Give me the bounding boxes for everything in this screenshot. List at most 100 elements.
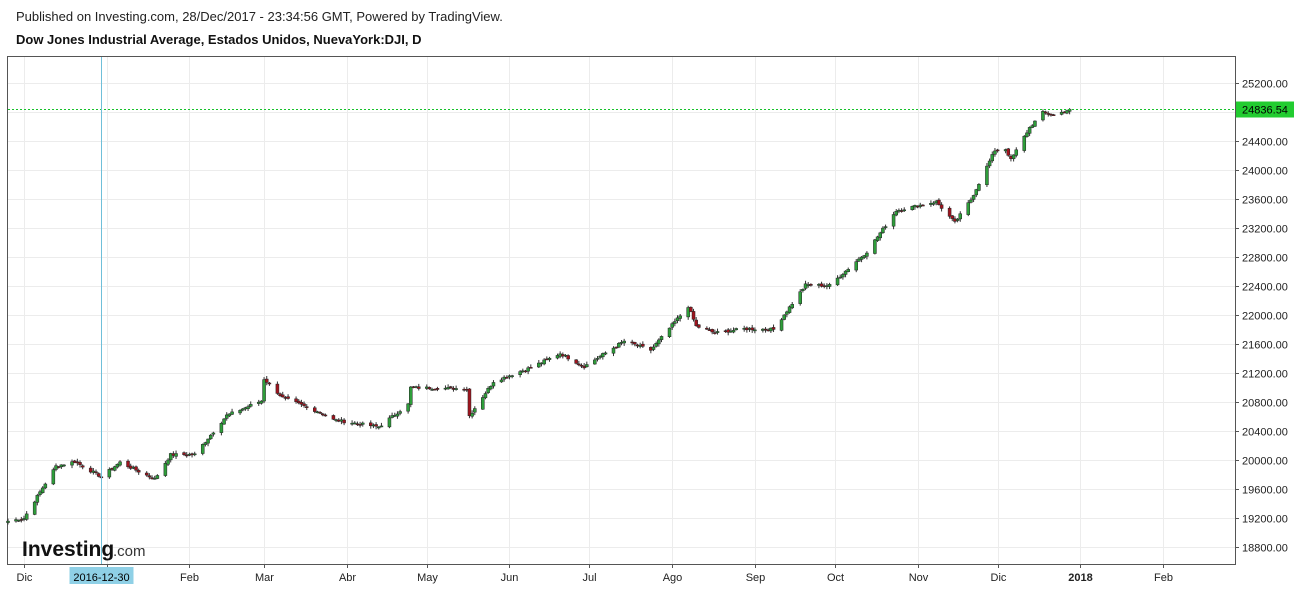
candle-up xyxy=(971,195,976,200)
candle-up xyxy=(1014,149,1019,156)
candle-up xyxy=(238,410,242,414)
candle-up xyxy=(395,413,400,417)
cursor-date-tag xyxy=(69,567,134,584)
candle-up xyxy=(537,362,541,368)
y-axis: 18800.00 19200.00 19600.00 20000.00 20400.00… xyxy=(1235,79,1288,555)
x-tick-label: 2018 xyxy=(1068,572,1092,584)
candle-up xyxy=(470,412,474,417)
candle-up xyxy=(224,414,229,419)
candle-up xyxy=(969,199,973,203)
candle-up xyxy=(115,463,120,468)
candle-down xyxy=(88,467,93,473)
candle-down xyxy=(710,329,714,333)
candle-down xyxy=(19,519,24,521)
last-price-tag xyxy=(1236,101,1294,118)
y-tick-label: 20400.00 xyxy=(1242,427,1288,439)
candle-down xyxy=(280,394,285,398)
candle-down xyxy=(78,462,82,465)
candle-down xyxy=(1043,111,1048,114)
y-tick-label: 21600.00 xyxy=(1242,340,1288,352)
candle-down xyxy=(705,327,709,330)
candle-down xyxy=(995,149,1000,152)
candle-up xyxy=(678,315,682,319)
candle-up xyxy=(208,434,213,440)
candle-up xyxy=(873,239,877,254)
candle-up xyxy=(878,232,882,239)
candle-up xyxy=(555,355,560,359)
candle-down xyxy=(771,327,776,330)
candle-up xyxy=(70,461,74,466)
candle-up xyxy=(62,464,66,467)
candle-down xyxy=(566,355,570,360)
candle-up xyxy=(406,403,410,412)
candle-up xyxy=(222,418,226,425)
y-tick-label: 22800.00 xyxy=(1242,253,1288,265)
candle-up xyxy=(174,453,178,457)
candle-up xyxy=(192,453,197,456)
candle-up xyxy=(262,379,266,402)
candle-up xyxy=(168,453,173,461)
candle-down xyxy=(286,396,290,399)
candle-up xyxy=(379,425,384,428)
candle-down xyxy=(144,472,149,476)
y-tick-label: 23200.00 xyxy=(1242,224,1288,236)
x-tick-label: Feb xyxy=(180,572,199,584)
grid-lines xyxy=(8,57,1235,564)
candle-up xyxy=(206,438,210,444)
candle-down xyxy=(264,378,269,383)
candle-up xyxy=(841,274,845,278)
candle-up xyxy=(246,406,250,409)
candle-down xyxy=(713,332,717,334)
candle-down xyxy=(321,413,325,416)
candle-up xyxy=(1027,127,1032,134)
candle-down xyxy=(939,204,944,209)
candle-up xyxy=(659,336,664,340)
candle-up xyxy=(1025,132,1029,137)
x-tick-label: Dic xyxy=(991,572,1007,584)
candle-up xyxy=(803,283,808,289)
candle-up xyxy=(518,371,522,375)
candle-up xyxy=(673,321,677,324)
candle-up xyxy=(617,343,621,348)
x-tick-label: Abr xyxy=(339,572,356,584)
candle-down xyxy=(697,324,701,328)
candle-up xyxy=(230,411,234,415)
candle-up xyxy=(152,478,157,480)
candle-down xyxy=(921,204,925,207)
candle-up xyxy=(486,388,490,393)
candle-up xyxy=(1030,125,1035,128)
candle-up xyxy=(835,277,840,286)
candle-up xyxy=(35,495,40,503)
x-tick-label: May xyxy=(417,572,438,584)
candle-up xyxy=(387,417,392,428)
candle-up xyxy=(601,353,605,358)
candle-down xyxy=(302,403,306,406)
candle-up xyxy=(734,328,738,331)
candle-up xyxy=(987,160,992,167)
candle-up xyxy=(491,382,496,387)
candle-up xyxy=(843,270,848,275)
candle-up xyxy=(787,306,792,313)
candle-down xyxy=(694,319,698,326)
candle-down xyxy=(750,327,754,331)
candle-down xyxy=(937,199,941,205)
candle-up xyxy=(248,404,253,407)
candle-up xyxy=(931,202,936,205)
candle-down xyxy=(467,388,472,417)
x-tick-label: Nov xyxy=(909,572,929,584)
candle-up xyxy=(542,359,546,365)
candle-up xyxy=(875,236,880,241)
candle-up xyxy=(977,184,981,191)
candle-up xyxy=(107,469,112,478)
candle-up xyxy=(454,388,458,390)
candle-down xyxy=(147,475,152,478)
candle-up xyxy=(43,483,48,489)
candle-down xyxy=(633,342,637,345)
candle-up xyxy=(801,289,805,291)
candle-down xyxy=(80,465,85,468)
candle-up xyxy=(155,475,160,479)
candle-up xyxy=(790,304,794,309)
cursor-date-label: 2016-12-30 xyxy=(73,572,129,584)
candle-down xyxy=(1051,114,1056,116)
